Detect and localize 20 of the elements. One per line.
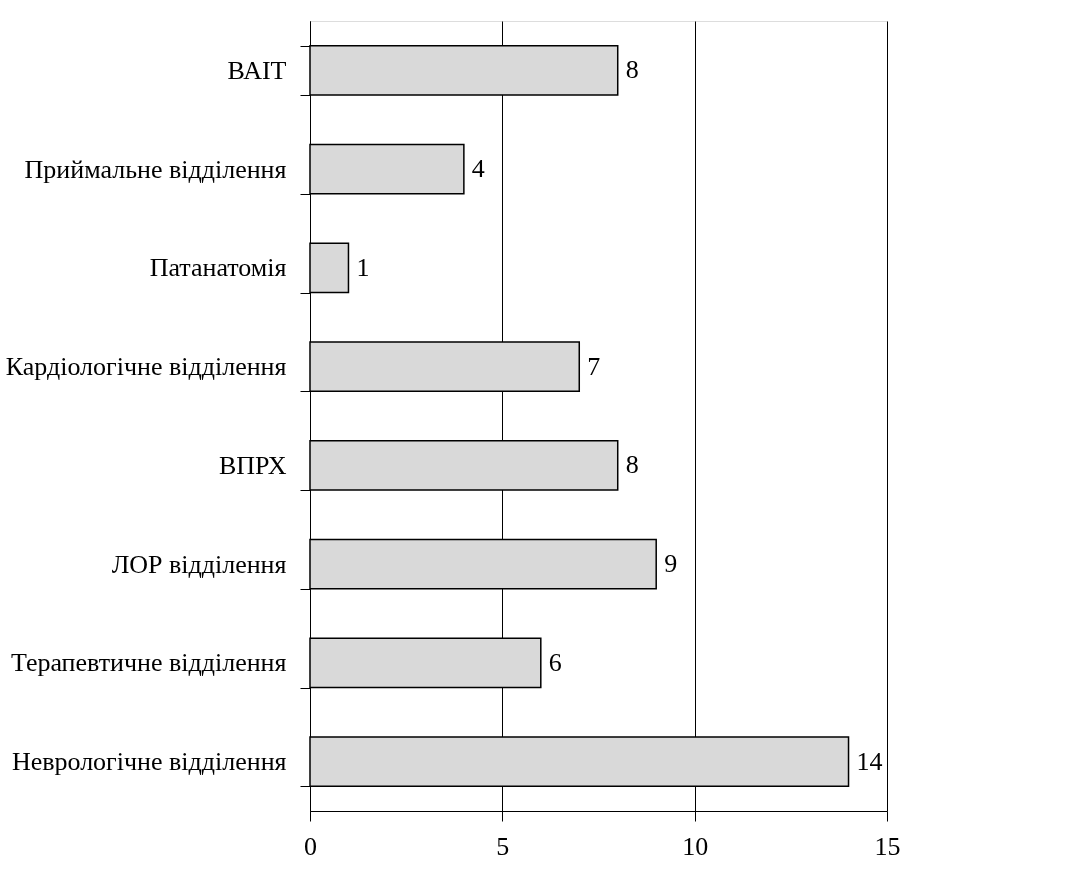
data-label: 14	[856, 746, 883, 776]
y-tick-label: Патанатомія	[149, 253, 287, 283]
y-tick-label: Приймальне відділення	[24, 154, 287, 184]
x-tick-label: 15	[874, 831, 901, 861]
data-label: 8	[625, 450, 639, 480]
y-tick-label: Кардіологічне відділення	[5, 352, 287, 382]
data-label: 9	[664, 549, 678, 579]
y-tick-label: ВПРХ	[218, 450, 287, 480]
x-tick-label: 10	[682, 831, 709, 861]
y-tick-label: ВАІТ	[227, 55, 287, 85]
data-label: 6	[548, 647, 562, 677]
y-tick-label: ЛОР відділення	[111, 549, 287, 579]
data-label: 4	[471, 154, 485, 184]
y-tick-label: Терапевтичне відділення	[10, 648, 287, 678]
x-tick-label: 0	[304, 831, 317, 861]
data-label: 1	[356, 252, 370, 282]
data-label: 7	[587, 351, 601, 381]
x-tick-label: 5	[496, 831, 510, 861]
y-tick-label: Неврологічне відділення	[11, 747, 287, 777]
data-label: 8	[625, 55, 639, 85]
